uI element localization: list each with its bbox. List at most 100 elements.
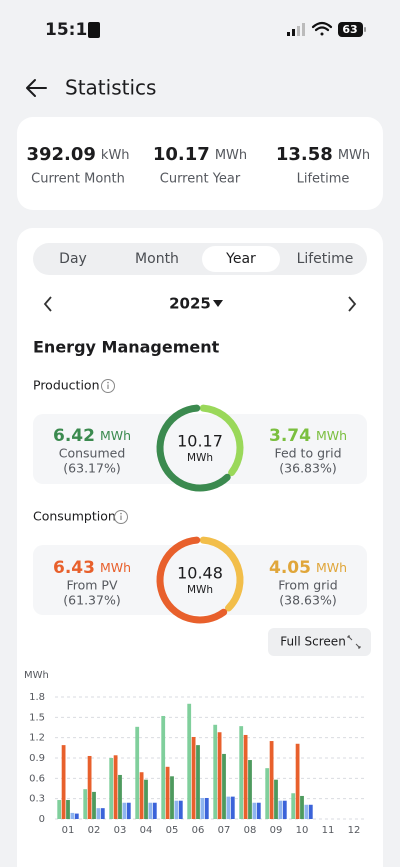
production-label: Production — [33, 378, 100, 393]
energy-label: From PV — [66, 578, 117, 593]
bar — [191, 736, 196, 819]
summary-label: Current Month — [31, 172, 125, 187]
year-dropdown-icon — [213, 300, 223, 307]
page-title: Statistics — [65, 76, 156, 100]
bar — [139, 772, 144, 819]
energy-label: From grid — [278, 578, 337, 593]
bar — [144, 779, 148, 819]
bar — [230, 796, 235, 819]
donut-unit: MWh — [187, 452, 213, 464]
full-screen-button[interactable] — [268, 628, 371, 656]
bar — [269, 741, 274, 819]
year-selector[interactable]: 2025 — [169, 295, 211, 313]
energy-figure: 6.42 MWh — [53, 426, 131, 446]
bar — [256, 802, 261, 819]
bar — [92, 791, 96, 819]
bar — [243, 734, 248, 819]
bar — [87, 755, 92, 819]
battery-tip — [364, 27, 366, 32]
full-screen-label: Full Screen — [280, 635, 346, 649]
y-tick-label: 1.2 — [29, 733, 45, 744]
tab[interactable]: Day — [59, 251, 87, 267]
summary-card — [17, 117, 383, 210]
bar — [61, 745, 66, 819]
bar — [291, 793, 296, 819]
bar — [74, 813, 79, 819]
bar — [300, 795, 304, 819]
bar — [126, 802, 131, 819]
energy-figure-value: 4.05 — [269, 558, 311, 578]
energy-figure-unit: MWh — [316, 428, 347, 443]
donut-segment — [156, 536, 228, 624]
bar — [304, 804, 309, 819]
bar — [66, 800, 70, 819]
y-tick-label: 0 — [39, 814, 45, 825]
bar — [100, 808, 105, 819]
tab[interactable]: Year — [225, 251, 256, 267]
x-tick-label: 07 — [218, 825, 231, 836]
info-icon[interactable] — [114, 510, 128, 524]
donut-unit: MWh — [187, 584, 213, 596]
bar — [122, 802, 127, 819]
summary-figure-value: 13.58 — [276, 144, 333, 165]
bar — [70, 812, 75, 819]
energy-label: Consumed — [59, 446, 126, 461]
expand-icon — [347, 635, 361, 649]
bar — [57, 800, 62, 819]
summary-label: Lifetime — [297, 172, 350, 187]
info-icon[interactable] — [101, 379, 115, 393]
next-year[interactable] — [348, 296, 357, 312]
tab[interactable]: Month — [135, 251, 179, 267]
energy-figure-unit: MWh — [316, 560, 347, 575]
donut-segment — [199, 536, 244, 612]
y-tick-label: 1.5 — [29, 712, 45, 723]
bar — [204, 797, 209, 819]
bar — [308, 804, 313, 819]
bar — [252, 802, 257, 819]
summary-figure-unit: MWh — [338, 148, 370, 163]
energy-figure-value: 6.43 — [53, 558, 95, 578]
back-button[interactable] — [26, 79, 47, 97]
bar — [239, 726, 244, 819]
x-tick-label: 02 — [88, 825, 101, 836]
x-tick-label: 11 — [322, 825, 335, 836]
bar — [278, 800, 283, 819]
x-tick-label: 09 — [270, 825, 283, 836]
y-tick-label: 1.8 — [29, 692, 45, 703]
energy-percent: (63.17%) — [63, 461, 120, 476]
energy-figure-value: 6.42 — [53, 426, 95, 446]
bar — [83, 789, 88, 819]
bar — [187, 703, 192, 819]
prev-year[interactable] — [43, 296, 52, 312]
donut-segment — [156, 404, 231, 492]
x-tick-label: 12 — [348, 825, 361, 836]
bar — [96, 808, 101, 819]
donut-total: 10.48 — [177, 564, 223, 583]
summary-figure-unit: kWh — [101, 148, 130, 163]
energy-percent: (61.37%) — [63, 593, 120, 608]
status-icon — [88, 22, 100, 38]
y-tick-label: 0.6 — [29, 773, 45, 784]
bar — [165, 766, 170, 819]
energy-figure-unit: MWh — [100, 428, 131, 443]
y-axis-unit: MWh — [24, 670, 49, 681]
x-tick-label: 06 — [192, 825, 205, 836]
bar — [148, 802, 153, 819]
y-tick-label: 0.9 — [29, 753, 45, 764]
battery-level: 63 — [342, 23, 357, 36]
bar — [174, 800, 179, 819]
summary-figure-value: 10.17 — [153, 144, 210, 165]
bar — [170, 776, 174, 819]
energy-figure-unit: MWh — [100, 560, 131, 575]
bar — [282, 800, 287, 819]
bar — [217, 732, 222, 819]
donut-segment — [199, 404, 244, 477]
bar — [265, 768, 270, 819]
consumption-box — [33, 545, 367, 615]
signal-icon — [287, 23, 305, 36]
energy-label: Fed to grid — [274, 446, 341, 461]
bar — [161, 715, 166, 819]
tab[interactable]: Lifetime — [297, 251, 354, 267]
x-tick-label: 01 — [62, 825, 75, 836]
